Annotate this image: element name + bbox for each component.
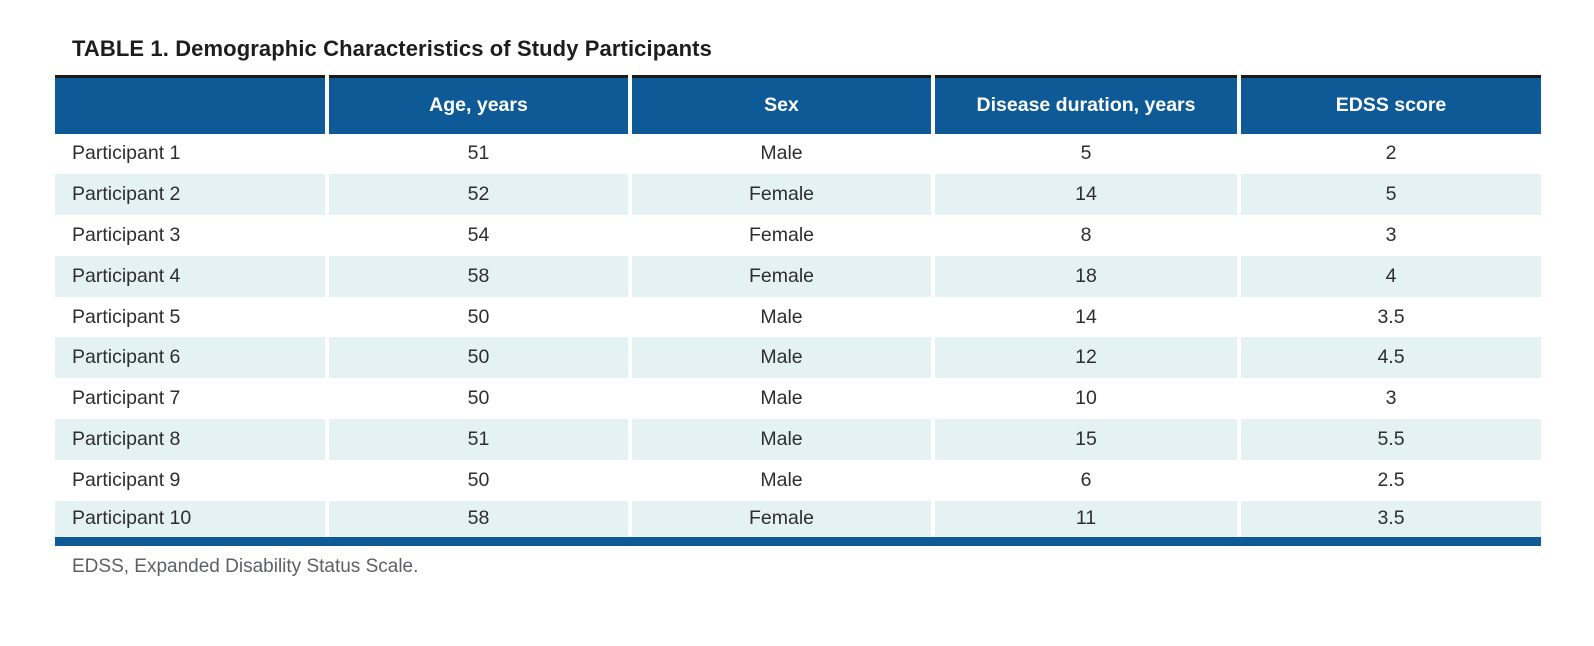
participant-name-cell: Participant 8 xyxy=(55,419,327,460)
disease-duration-cell: 15 xyxy=(931,419,1239,460)
disease-duration-cell: 10 xyxy=(931,378,1239,420)
table-row: Participant 10 58 Female 11 3.5 xyxy=(55,500,1541,542)
participant-name-cell: Participant 9 xyxy=(72,468,181,491)
edss-score-cell: 4.5 xyxy=(1237,337,1541,379)
sex-cell: Female xyxy=(628,215,933,256)
table-row: Participant 5 50 Male 14 3.5 xyxy=(55,296,1541,338)
table-row: Participant 1 51 Male 5 2 xyxy=(55,133,1541,175)
age-cell: 50 xyxy=(325,337,630,379)
age-cell: 50 xyxy=(325,378,630,420)
disease-duration-cell: 12 xyxy=(931,337,1239,379)
table-row: Participant 9 50 Male 6 2.5 xyxy=(55,459,1541,501)
age-cell: 51 xyxy=(325,133,630,175)
table-row: Participant 2 52 Female 14 5 xyxy=(55,174,1541,216)
edss-score-cell: 3 xyxy=(1237,215,1541,256)
edss-score-cell: 2 xyxy=(1237,133,1541,175)
age-cell: 52 xyxy=(325,174,630,216)
participant-name-cell: Participant 6 xyxy=(55,337,327,379)
sex-cell: Male xyxy=(628,133,933,175)
table-row: Participant 8 51 Male 15 5.5 xyxy=(55,419,1541,460)
participant-name-cell: Participant 7 xyxy=(72,387,181,410)
edss-score-cell: 3.5 xyxy=(1237,500,1541,542)
sex-cell: Male xyxy=(628,459,933,501)
participant-name-cell: Participant 1 xyxy=(72,142,181,165)
edss-score-cell: 3 xyxy=(1237,378,1541,420)
edss-score-cell: 4 xyxy=(1237,255,1541,297)
participant-name-cell: Participant 10 xyxy=(55,500,327,542)
header-cell-age: Age, years xyxy=(325,76,630,134)
sex-cell: Male xyxy=(628,337,933,379)
sex-cell: Female xyxy=(628,174,933,216)
age-cell: 58 xyxy=(325,255,630,297)
participant-name-cell: Participant 2 xyxy=(55,174,327,216)
table-row: Participant 7 50 Male 10 3 xyxy=(55,378,1541,420)
edss-score-cell: 3.5 xyxy=(1237,296,1541,338)
disease-duration-cell: 14 xyxy=(931,174,1239,216)
sex-cell: Male xyxy=(628,378,933,420)
table-row: Participant 3 54 Female 8 3 xyxy=(55,215,1541,256)
table-footnote: EDSS, Expanded Disability Status Scale. xyxy=(72,555,419,577)
age-cell: 51 xyxy=(325,419,630,460)
age-cell: 54 xyxy=(325,215,630,256)
age-cell: 50 xyxy=(325,459,630,501)
edss-score-cell: 2.5 xyxy=(1237,459,1541,501)
demographics-table: Age, years Sex Disease duration, years E… xyxy=(55,75,1541,546)
sex-cell: Female xyxy=(628,255,933,297)
table-row: Participant 6 50 Male 12 4.5 xyxy=(55,337,1541,379)
disease-duration-cell: 14 xyxy=(931,296,1239,338)
age-cell: 50 xyxy=(325,296,630,338)
disease-duration-cell: 18 xyxy=(931,255,1239,297)
header-cell-sex: Sex xyxy=(628,76,933,134)
participant-name-cell: Participant 3 xyxy=(72,223,181,246)
disease-duration-cell: 8 xyxy=(931,215,1239,256)
table-title-text: Demographic Characteristics of Study Par… xyxy=(175,36,712,61)
table-title: TABLE 1. Demographic Characteristics of … xyxy=(72,36,1541,62)
sex-cell: Male xyxy=(628,296,933,338)
participant-name-cell: Participant 4 xyxy=(55,255,327,297)
sex-cell: Male xyxy=(628,419,933,460)
age-cell: 58 xyxy=(325,500,630,542)
disease-duration-cell: 11 xyxy=(931,500,1239,542)
table-figure: TABLE 1. Demographic Characteristics of … xyxy=(55,36,1541,578)
edss-score-cell: 5.5 xyxy=(1237,419,1541,460)
edss-score-cell: 5 xyxy=(1237,174,1541,216)
disease-duration-cell: 5 xyxy=(931,133,1239,175)
table-body: Participant 1 51 Male 5 2 Participant 2 52 Fema… xyxy=(55,133,1541,542)
header-cell-disease-duration: Disease duration, years xyxy=(931,76,1239,134)
sex-cell: Female xyxy=(628,500,933,542)
table-row: Participant 4 58 Female 18 4 xyxy=(55,255,1541,297)
header-cell-edss-score: EDSS score xyxy=(1237,76,1541,134)
disease-duration-cell: 6 xyxy=(931,459,1239,501)
participant-name-cell: Participant 5 xyxy=(72,305,181,328)
header-row: Age, years Sex Disease duration, years E… xyxy=(55,76,1541,134)
table-number-label: TABLE 1. xyxy=(72,36,169,61)
table-header: Age, years Sex Disease duration, years E… xyxy=(55,76,1541,134)
header-cell-participant xyxy=(55,76,327,134)
